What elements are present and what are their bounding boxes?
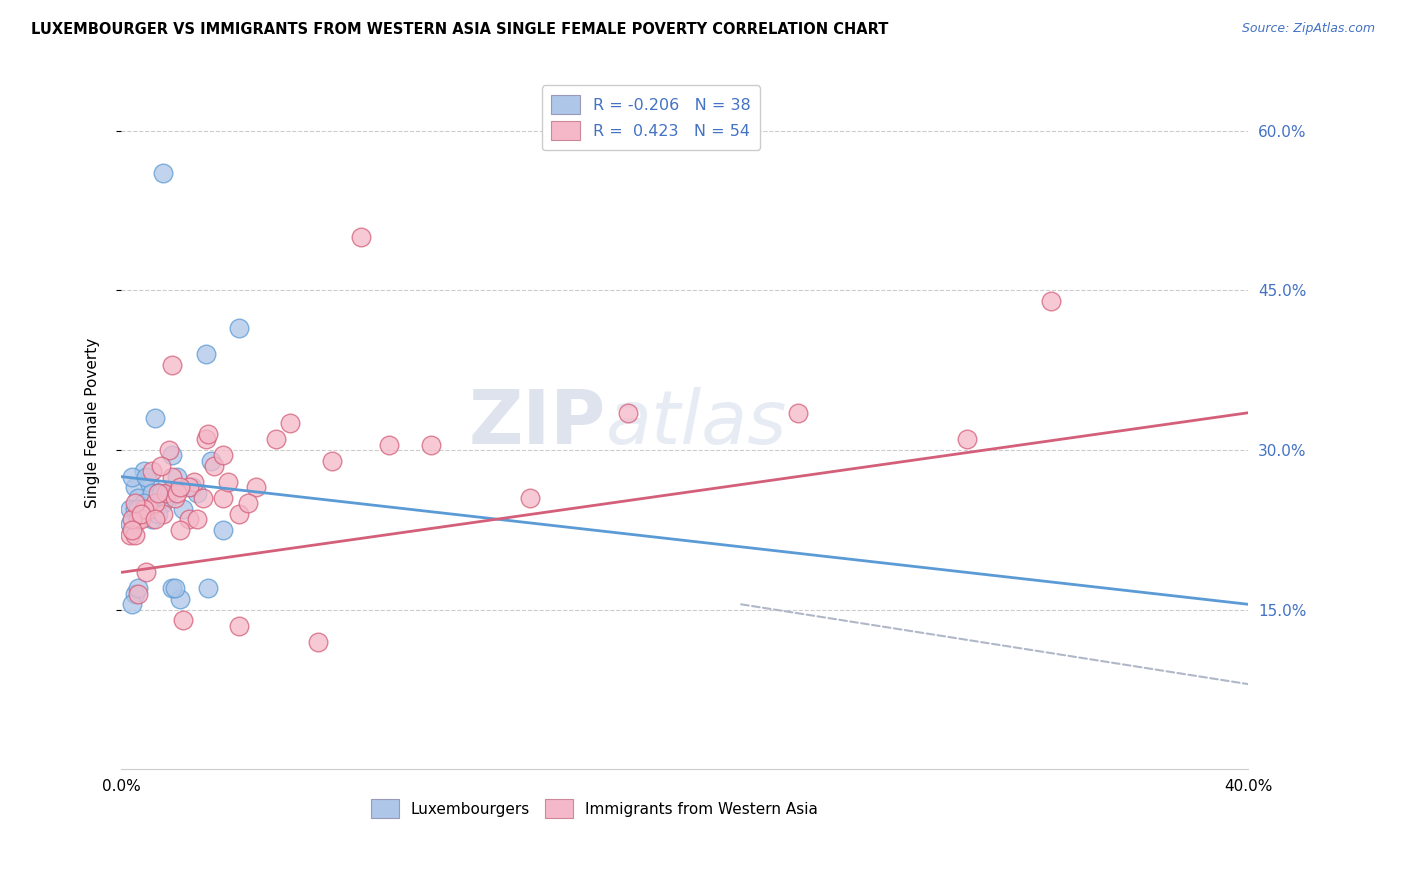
- Point: [121, 469, 143, 483]
- Point: [141, 512, 163, 526]
- Point: [211, 448, 233, 462]
- Point: [307, 634, 329, 648]
- Point: [236, 496, 259, 510]
- Point: [245, 480, 267, 494]
- Point: [124, 496, 146, 510]
- Point: [217, 475, 239, 489]
- Point: [378, 437, 401, 451]
- Point: [152, 496, 174, 510]
- Point: [124, 528, 146, 542]
- Point: [146, 485, 169, 500]
- Point: [132, 464, 155, 478]
- Point: [519, 491, 541, 505]
- Point: [350, 230, 373, 244]
- Text: Source: ZipAtlas.com: Source: ZipAtlas.com: [1241, 22, 1375, 36]
- Point: [121, 523, 143, 537]
- Point: [194, 433, 217, 447]
- Point: [146, 507, 169, 521]
- Point: [228, 507, 250, 521]
- Point: [143, 496, 166, 510]
- Point: [1040, 293, 1063, 308]
- Point: [166, 485, 188, 500]
- Point: [264, 433, 287, 447]
- Point: [169, 523, 191, 537]
- Point: [160, 448, 183, 462]
- Point: [160, 469, 183, 483]
- Point: [228, 320, 250, 334]
- Point: [186, 485, 208, 500]
- Point: [129, 507, 152, 521]
- Point: [955, 433, 977, 447]
- Point: [202, 458, 225, 473]
- Point: [166, 469, 188, 483]
- Point: [321, 453, 343, 467]
- Point: [194, 347, 217, 361]
- Point: [186, 512, 208, 526]
- Y-axis label: Single Female Poverty: Single Female Poverty: [86, 338, 100, 508]
- Point: [191, 491, 214, 505]
- Point: [141, 485, 163, 500]
- Point: [155, 491, 177, 505]
- Text: ZIP: ZIP: [468, 387, 606, 460]
- Point: [172, 501, 194, 516]
- Point: [197, 427, 219, 442]
- Point: [127, 501, 149, 516]
- Point: [157, 442, 180, 457]
- Point: [172, 613, 194, 627]
- Point: [169, 592, 191, 607]
- Point: [141, 464, 163, 478]
- Point: [200, 453, 222, 467]
- Point: [211, 523, 233, 537]
- Point: [163, 582, 186, 596]
- Point: [169, 480, 191, 494]
- Text: atlas: atlas: [606, 387, 787, 459]
- Point: [121, 597, 143, 611]
- Point: [127, 512, 149, 526]
- Point: [118, 528, 141, 542]
- Point: [129, 507, 152, 521]
- Point: [180, 480, 202, 494]
- Point: [138, 475, 160, 489]
- Point: [160, 358, 183, 372]
- Point: [127, 491, 149, 505]
- Point: [124, 587, 146, 601]
- Point: [149, 485, 172, 500]
- Point: [617, 406, 640, 420]
- Point: [183, 475, 205, 489]
- Point: [155, 485, 177, 500]
- Point: [121, 512, 143, 526]
- Point: [127, 587, 149, 601]
- Point: [124, 480, 146, 494]
- Point: [152, 507, 174, 521]
- Point: [132, 496, 155, 510]
- Point: [143, 411, 166, 425]
- Point: [160, 582, 183, 596]
- Point: [124, 501, 146, 516]
- Point: [146, 485, 169, 500]
- Point: [135, 566, 157, 580]
- Point: [420, 437, 443, 451]
- Point: [152, 166, 174, 180]
- Point: [132, 501, 155, 516]
- Point: [177, 512, 200, 526]
- Point: [138, 501, 160, 516]
- Point: [143, 512, 166, 526]
- Point: [211, 491, 233, 505]
- Point: [157, 485, 180, 500]
- Point: [278, 417, 301, 431]
- Point: [177, 480, 200, 494]
- Point: [786, 406, 808, 420]
- Point: [127, 582, 149, 596]
- Point: [118, 517, 141, 532]
- Point: [228, 618, 250, 632]
- Point: [149, 458, 172, 473]
- Text: LUXEMBOURGER VS IMMIGRANTS FROM WESTERN ASIA SINGLE FEMALE POVERTY CORRELATION C: LUXEMBOURGER VS IMMIGRANTS FROM WESTERN …: [31, 22, 889, 37]
- Point: [118, 501, 141, 516]
- Point: [129, 512, 152, 526]
- Point: [163, 491, 186, 505]
- Point: [197, 582, 219, 596]
- Legend: Luxembourgers, Immigrants from Western Asia: Luxembourgers, Immigrants from Western A…: [366, 793, 824, 824]
- Point: [135, 469, 157, 483]
